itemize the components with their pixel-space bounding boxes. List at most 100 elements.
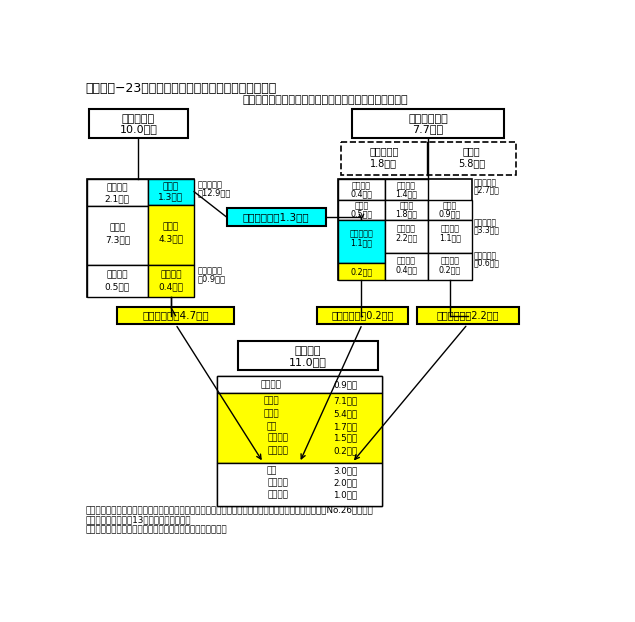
Text: 0.9兆円: 0.9兆円: [439, 210, 461, 218]
Bar: [338, 220, 385, 263]
Text: 国庫負担計: 国庫負担計: [197, 266, 222, 276]
Text: 国庫負担: 国庫負担: [397, 224, 416, 233]
Text: 1.3兆円: 1.3兆円: [158, 193, 184, 202]
Bar: [338, 200, 385, 220]
Text: 地方負担: 地方負担: [440, 256, 459, 266]
Text: 0.5兆円: 0.5兆円: [351, 210, 373, 218]
Text: 1.1兆円: 1.1兆円: [439, 233, 461, 243]
Text: 地方負担: 地方負担: [267, 491, 288, 499]
Text: 老健拠出金　0.2兆円: 老健拠出金 0.2兆円: [331, 310, 394, 321]
Bar: [342, 142, 516, 175]
Bar: [385, 253, 428, 281]
Bar: [338, 263, 385, 281]
Text: 7.3兆円: 7.3兆円: [105, 236, 130, 244]
Bar: [316, 307, 408, 324]
Text: 患者負担: 患者負担: [107, 183, 128, 192]
Text: 退職拠出金　1.3兆円: 退職拠出金 1.3兆円: [243, 212, 309, 222]
Bar: [147, 265, 194, 297]
Bar: [87, 179, 147, 207]
Text: 国庫負担: 国庫負担: [440, 224, 459, 233]
Text: 国庫負担: 国庫負担: [267, 478, 288, 487]
Text: 1.4兆円: 1.4兆円: [396, 190, 417, 198]
Text: 国庫負担: 国庫負担: [160, 271, 182, 279]
Text: 国民健康保険: 国民健康保険: [408, 114, 448, 124]
Bar: [338, 179, 385, 200]
Text: ＝0.9兆円: ＝0.9兆円: [197, 274, 225, 283]
Text: 0.5兆円: 0.5兆円: [105, 282, 130, 291]
Bar: [87, 179, 194, 297]
Text: 保険料合計: 保険料合計: [197, 180, 222, 189]
Text: 10.0兆円: 10.0兆円: [119, 124, 157, 134]
Text: 0.4兆円: 0.4兆円: [351, 190, 373, 198]
Text: 患者負担: 患者負担: [397, 181, 416, 190]
Text: 地方負担: 地方負担: [397, 256, 416, 266]
Text: 2.1兆円: 2.1兆円: [105, 194, 130, 203]
Bar: [217, 376, 382, 506]
Text: 保険料: 保険料: [354, 201, 368, 210]
Text: 保険料: 保険料: [163, 222, 179, 231]
Text: 患者負担: 患者負担: [352, 181, 371, 190]
Text: 国庫負担: 国庫負担: [107, 271, 128, 279]
Bar: [89, 108, 188, 138]
Text: 老人保健: 老人保健: [295, 346, 321, 356]
Bar: [217, 463, 382, 506]
Text: 3.0兆円: 3.0兆円: [333, 466, 358, 475]
Text: 11.0兆円: 11.0兆円: [289, 357, 327, 367]
Text: 公費: 公費: [266, 466, 277, 475]
Text: 退職者医療: 退職者医療: [370, 147, 399, 157]
Text: 7.7兆円: 7.7兆円: [413, 124, 444, 134]
Bar: [428, 200, 472, 220]
Text: 7.1兆円: 7.1兆円: [333, 397, 358, 406]
Text: ＝3.3兆円: ＝3.3兆円: [474, 226, 500, 234]
Bar: [417, 307, 519, 324]
Bar: [238, 341, 378, 370]
Text: 0.4兆円: 0.4兆円: [396, 266, 417, 275]
Bar: [338, 179, 472, 281]
Bar: [147, 205, 194, 265]
Bar: [217, 394, 382, 463]
Bar: [428, 253, 472, 281]
Text: 5.8兆円: 5.8兆円: [458, 158, 485, 168]
Text: 公費: 公費: [266, 422, 277, 431]
Text: 4.3兆円: 4.3兆円: [158, 234, 184, 243]
Bar: [428, 220, 472, 253]
Text: 0.2兆円: 0.2兆円: [439, 266, 461, 275]
Text: 一般分: 一般分: [463, 147, 480, 157]
Text: 1.0兆円: 1.0兆円: [333, 491, 358, 499]
Text: ＝0.6兆円: ＝0.6兆円: [474, 258, 500, 267]
Text: 1.1兆円: 1.1兆円: [351, 239, 373, 248]
Text: 0.2兆円: 0.2兆円: [351, 267, 373, 276]
Text: 被用者保険: 被用者保険: [122, 114, 155, 124]
Bar: [87, 207, 147, 265]
Text: ＝12.9兆円: ＝12.9兆円: [197, 188, 231, 197]
Bar: [87, 265, 147, 297]
Bar: [117, 307, 234, 324]
Text: 患者負担: 患者負担: [261, 381, 282, 389]
Text: ３．端数処理により合計があわないことがある。: ３．端数処理により合計があわないことがある。: [86, 525, 227, 534]
Text: 国庫負担: 国庫負担: [267, 434, 288, 443]
Bar: [385, 179, 428, 200]
Text: 保険料合計: 保険料合計: [474, 178, 497, 187]
Bar: [227, 208, 326, 226]
Text: 地方負担計: 地方負担計: [474, 251, 497, 260]
Text: 国庫負担計: 国庫負担計: [474, 219, 497, 228]
Bar: [385, 200, 428, 220]
Bar: [352, 108, 504, 138]
Text: 1.8兆円: 1.8兆円: [370, 158, 398, 168]
Text: 2.0兆円: 2.0兆円: [333, 478, 358, 487]
Bar: [385, 220, 428, 253]
Text: 退職拠出金: 退職拠出金: [350, 230, 373, 238]
Text: 保険料: 保険料: [264, 409, 279, 418]
Text: 拠出金: 拠出金: [264, 397, 279, 406]
Text: 保険料: 保険料: [399, 201, 413, 210]
Text: 第３－３−23図　医療保険制度間の財源調整の仕組み: 第３－３−23図 医療保険制度間の財源調整の仕組み: [86, 82, 277, 95]
Text: 老健拠出金　2.2兆円: 老健拠出金 2.2兆円: [436, 310, 499, 321]
Text: 地方負担: 地方負担: [267, 446, 288, 455]
Text: 老健拠出金　4.7兆円: 老健拠出金 4.7兆円: [142, 310, 209, 321]
Text: 2.2兆円: 2.2兆円: [396, 233, 418, 243]
Text: （備考）　１．鶴田忠彦・中山徳良「日本の医療と公的規制　」（一橋大学ディスカッションペーパーNo.26）より。: （備考） １．鶴田忠彦・中山徳良「日本の医療と公的規制 」（一橋大学ディスカッシ…: [86, 505, 373, 514]
Text: 1.5兆円: 1.5兆円: [333, 434, 358, 443]
Text: ２．平成13年度の数値である。: ２．平成13年度の数値である。: [86, 515, 191, 524]
Text: 0.2兆円: 0.2兆円: [333, 446, 358, 455]
Text: 0.9兆円: 0.9兆円: [333, 381, 358, 389]
